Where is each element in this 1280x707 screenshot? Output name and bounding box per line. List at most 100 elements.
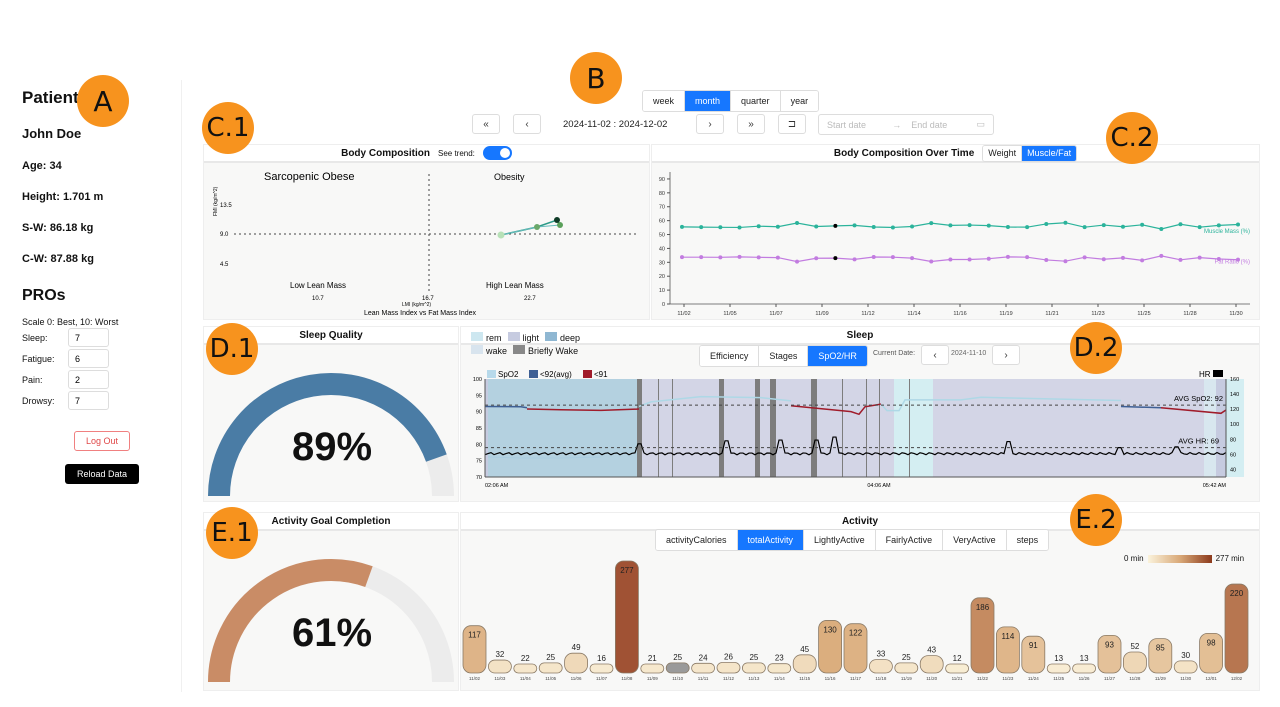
svg-text:11/16: 11/16 <box>953 311 966 317</box>
x-axis-label: LMI (kg/m^2) <box>402 302 431 308</box>
x-tick-22-7: 22.7 <box>524 296 536 302</box>
tab-steps[interactable]: steps <box>1006 530 1049 550</box>
svg-text:75: 75 <box>476 459 482 465</box>
sleep-stage-legend: rem light deep wake Briefly Wake <box>471 332 621 356</box>
pro-pain-input[interactable] <box>68 370 109 389</box>
svg-text:80: 80 <box>476 442 482 448</box>
svg-text:11/23: 11/23 <box>1091 311 1104 317</box>
pro-drowsy-input[interactable] <box>68 391 109 410</box>
svg-text:93: 93 <box>1105 640 1114 649</box>
svg-text:95: 95 <box>476 393 482 399</box>
svg-text:140: 140 <box>1230 392 1239 398</box>
pro-drowsy-label: Drowsy: <box>22 395 55 406</box>
activity-title: Activity <box>841 515 879 527</box>
svg-text:45: 45 <box>800 645 809 654</box>
prev-period-button[interactable]: ‹ <box>513 114 541 134</box>
period-year[interactable]: year <box>780 91 819 111</box>
svg-text:13: 13 <box>1054 654 1063 663</box>
reset-period-button[interactable]: ⊐ <box>778 114 806 134</box>
tab-very-active[interactable]: VeryActive <box>943 530 1007 550</box>
tab-muscle-fat[interactable]: Muscle/Fat <box>1022 145 1077 161</box>
body-composition-header: Body Composition See trend: <box>204 145 649 163</box>
svg-text:11/23: 11/23 <box>1002 676 1013 681</box>
period-quarter[interactable]: quarter <box>731 91 781 111</box>
pros-scale: Scale 0: Best, 10: Worst <box>22 317 119 327</box>
see-trend-toggle[interactable] <box>482 146 512 160</box>
svg-text:25: 25 <box>749 653 758 662</box>
last-period-button[interactable]: » <box>737 114 765 134</box>
logout-button[interactable]: Log Out <box>74 431 130 451</box>
current-date-label: Current Date: <box>873 350 916 357</box>
activity-color-scale: 0 min 277 min <box>1124 554 1244 563</box>
activity-goal-panel: Activity Goal Completion 61% <box>203 512 459 691</box>
svg-text:25: 25 <box>673 653 682 662</box>
x-tick-10-7: 10.7 <box>312 296 324 302</box>
body-composition-line-chart: 0 10 20 30 40 50 60 70 80 90 11/02 11/05 11/07 11/09 1… <box>659 172 1250 317</box>
prev-date-button[interactable]: ‹ <box>921 345 949 365</box>
svg-text:04:06 AM: 04:06 AM <box>867 483 891 489</box>
body-composition-over-time-panel: Body Composition Over Time Weight Muscle… <box>651 144 1260 320</box>
body-composition-quadrant-chart: Sarcopenic Obese Obesity 13.5 9.0 4.5 FM… <box>213 171 639 317</box>
svg-text:AVG HR: 69: AVG HR: 69 <box>1178 437 1219 446</box>
start-date-input[interactable]: Start date <box>827 119 867 130</box>
patient-sidebar: Patient John Doe Age: 34 Height: 1.701 m… <box>22 80 182 692</box>
pro-fatigue-input[interactable] <box>68 349 109 368</box>
svg-text:0: 0 <box>662 302 665 308</box>
activity-tabs: activityCalories totalActivity LightlyAc… <box>655 529 1050 551</box>
svg-text:80: 80 <box>1230 437 1236 443</box>
scale-gradient <box>1147 554 1212 563</box>
end-date-input[interactable]: End date <box>911 119 948 130</box>
svg-text:85: 85 <box>1156 644 1165 653</box>
activity-goal-header: Activity Goal Completion <box>204 513 458 531</box>
svg-text:40: 40 <box>1230 467 1236 473</box>
legend-rem: rem <box>471 332 502 343</box>
tab-stages[interactable]: Stages <box>759 346 809 366</box>
annotation-badge-e1: E.1 <box>206 507 258 559</box>
svg-text:11/18: 11/18 <box>875 676 886 681</box>
first-period-button[interactable]: « <box>472 114 500 134</box>
svg-text:11/07: 11/07 <box>596 676 607 681</box>
tab-activity-calories[interactable]: activityCalories <box>656 530 738 550</box>
tab-efficiency[interactable]: Efficiency <box>700 346 760 366</box>
svg-text:11/21: 11/21 <box>1045 311 1058 317</box>
next-date-button[interactable]: › <box>992 345 1020 365</box>
sleep-quality-header: Sleep Quality <box>204 327 458 345</box>
tab-total-activity[interactable]: totalActivity <box>737 530 805 550</box>
svg-text:11/04: 11/04 <box>520 676 531 681</box>
sleep-header: Sleep <box>461 327 1259 345</box>
tab-fairly-active[interactable]: FairlyActive <box>875 530 944 550</box>
body-time-title: Body Composition Over Time <box>833 147 975 159</box>
svg-text:11/02: 11/02 <box>469 676 480 681</box>
svg-text:11/17: 11/17 <box>850 676 861 681</box>
svg-text:60: 60 <box>659 219 665 225</box>
svg-text:AVG SpO2: 92: AVG SpO2: 92 <box>1174 394 1223 403</box>
svg-text:30: 30 <box>659 260 665 266</box>
svg-text:50: 50 <box>659 233 665 239</box>
period-month[interactable]: month <box>685 91 732 111</box>
svg-text:24: 24 <box>699 653 708 662</box>
svg-text:120: 120 <box>1230 407 1239 413</box>
svg-text:11/30: 11/30 <box>1180 676 1191 681</box>
sleep-quality-title: Sleep Quality <box>299 329 363 341</box>
svg-text:11/30: 11/30 <box>1229 311 1242 317</box>
activity-goal-title: Activity Goal Completion <box>271 515 391 527</box>
tab-weight[interactable]: Weight <box>983 145 1023 161</box>
svg-text:11/22: 11/22 <box>977 676 988 681</box>
annotation-badge-c2: C.2 <box>1106 112 1158 164</box>
svg-text:80: 80 <box>659 191 665 197</box>
spo2-hr-chart: AVG SpO2: 92 AVG HR: 69 100 95 90 85 80 75 70 160… <box>473 370 1244 489</box>
y-axis-label: FMI (kg/m^2) <box>213 186 219 216</box>
tab-lightly-active[interactable]: LightlyActive <box>804 530 876 550</box>
pro-pain: Pain: <box>22 369 181 390</box>
reload-data-button[interactable]: Reload Data <box>65 464 139 484</box>
period-week[interactable]: week <box>643 91 686 111</box>
svg-text:Fat Ratio (%): Fat Ratio (%) <box>1215 260 1250 266</box>
next-period-button[interactable]: › <box>696 114 724 134</box>
low-lean-mass-label: Low Lean Mass <box>290 281 346 290</box>
pros-heading: PROs <box>22 287 66 304</box>
svg-text:SpO2: SpO2 <box>498 370 519 379</box>
tab-spo2-hr[interactable]: SpO2/HR <box>808 346 867 366</box>
pro-sleep-input[interactable] <box>68 328 109 347</box>
date-range-picker[interactable]: Start date → End date ▭ <box>818 114 994 135</box>
pro-fatigue: Fatigue: <box>22 348 181 369</box>
